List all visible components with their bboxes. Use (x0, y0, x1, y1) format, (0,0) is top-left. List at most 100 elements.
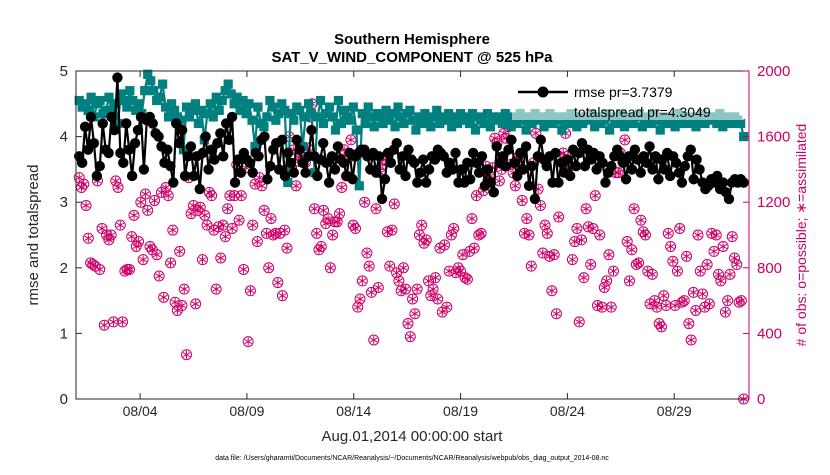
totalspread-point (447, 122, 457, 132)
obs-possible-marker (178, 283, 190, 295)
obs-point (671, 265, 683, 277)
rmse-point (129, 137, 141, 149)
obs-point (603, 249, 615, 261)
obs-assimilated-marker (278, 293, 287, 299)
obs-point (708, 245, 720, 257)
totalspread-point (357, 109, 367, 119)
obs-possible-marker (226, 222, 238, 234)
obs-point (219, 231, 231, 243)
totalspread-point (190, 99, 201, 109)
obs-possible-marker (402, 318, 414, 330)
obs-point (441, 301, 453, 313)
obs-assimilated-marker (442, 304, 451, 310)
totalspread-point (563, 118, 573, 129)
totalspread-point (146, 76, 156, 86)
obs-assimilated-marker (543, 230, 552, 236)
obs-assimilated-marker (653, 304, 661, 310)
obs-possible-marker (468, 242, 480, 254)
rmse-point (691, 154, 702, 165)
totalspread-point (220, 86, 230, 96)
totalspread-point (265, 95, 275, 106)
obs-assimilated-marker (662, 302, 670, 309)
rmse-point (647, 164, 658, 175)
obs-possible-marker (585, 259, 597, 271)
obs-point (678, 295, 690, 307)
obs-assimilated-marker (143, 207, 152, 213)
obs-assimilated-marker (164, 193, 173, 199)
obs-assimilated-marker (207, 193, 216, 199)
obs-assimilated-marker (326, 265, 335, 271)
obs-possible-marker (386, 224, 398, 236)
rmse-point (635, 167, 646, 178)
rmse-point (318, 137, 329, 149)
obs-possible-marker (681, 250, 693, 262)
rmse-point (676, 177, 688, 188)
obs-assimilated-marker (253, 239, 262, 245)
totalspread-point (113, 118, 123, 129)
rmse-point (200, 131, 211, 142)
obs-assimilated-marker (159, 294, 168, 300)
obs-point (541, 227, 553, 239)
obs-assimilated-marker (413, 286, 422, 292)
obs-assimilated-marker (422, 237, 431, 243)
obs-possible-marker (608, 265, 620, 277)
rmse-point (279, 170, 291, 182)
obs-point (384, 260, 396, 272)
obs-point (153, 270, 165, 282)
obs-possible-marker (128, 209, 140, 221)
rmse-point (379, 174, 391, 185)
obs-assimilated-marker (591, 193, 600, 199)
obs-possible-marker (553, 211, 565, 223)
obs-point (217, 219, 229, 231)
rmse-series (74, 72, 749, 205)
rmse-point (97, 118, 108, 129)
obs-assimilated-marker (657, 324, 666, 330)
obs-point (409, 308, 421, 320)
obs-assimilated-marker (630, 206, 638, 212)
obs-point (139, 188, 151, 200)
y-axis-label-left: rmse and totalspread (25, 165, 42, 306)
obs-point (263, 262, 275, 274)
totalspread-point (497, 118, 507, 129)
totalspread-point (193, 118, 203, 129)
obs-point (534, 199, 546, 211)
obs-point (197, 254, 209, 266)
rmse-point (91, 170, 103, 182)
totalspread-point (479, 118, 490, 129)
obs-point (242, 336, 254, 348)
totalspread-point (286, 109, 296, 119)
obs-possible-marker (548, 249, 560, 261)
obs-assimilated-marker (577, 237, 586, 243)
obs-possible-marker (169, 296, 181, 308)
totalspread-point (211, 92, 221, 102)
obs-assimilated-marker (155, 273, 164, 279)
obs-assimilated-marker (687, 337, 696, 343)
y-tick-label-left: 2 (60, 260, 68, 277)
obs-possible-marker (726, 231, 738, 243)
obs-point (525, 260, 537, 272)
rmse-point (550, 147, 561, 159)
obs-assimilated-marker (267, 216, 275, 222)
rmse-point (526, 160, 538, 172)
rmse-point (694, 164, 705, 175)
y-tick-label-left: 1 (60, 325, 68, 342)
y-tick-label-left: 5 (60, 63, 68, 80)
obs-assimilated-marker (242, 165, 250, 171)
obs-assimilated-marker (541, 222, 549, 228)
obs-point (726, 231, 738, 243)
obs-possible-marker (626, 244, 638, 256)
obs-possible-marker (701, 259, 713, 271)
rmse-point (168, 177, 179, 188)
obs-possible-marker (185, 208, 197, 220)
totalspread-point (590, 122, 600, 132)
obs-point (160, 181, 172, 193)
obs-point (78, 178, 90, 190)
obs-assimilated-marker (191, 301, 200, 307)
obs-possible-marker (678, 295, 690, 307)
obs-assimilated-marker (554, 214, 563, 220)
obs-possible-marker (523, 229, 535, 241)
obs-possible-marker (605, 301, 617, 313)
obs-possible-marker (318, 204, 330, 216)
totalspread-point (205, 99, 215, 109)
obs-assimilated-marker (333, 219, 342, 225)
